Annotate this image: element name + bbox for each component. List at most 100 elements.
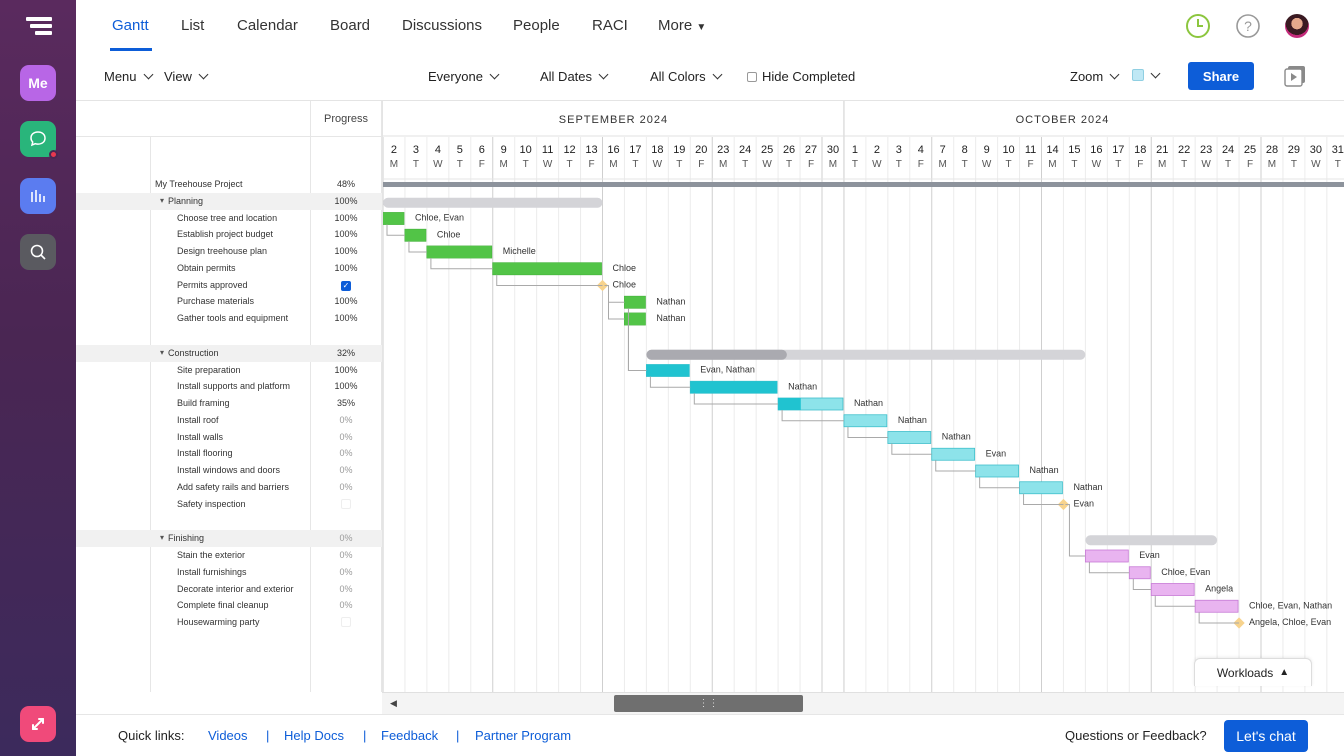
tab-raci[interactable]: RACI bbox=[592, 17, 628, 34]
task-row[interactable]: Obtain permits 100% bbox=[76, 260, 382, 277]
task-name: Complete final cleanup bbox=[177, 600, 269, 611]
weekday-label: T bbox=[1335, 159, 1341, 170]
tab-gantt[interactable]: Gantt bbox=[112, 17, 149, 34]
task-bar[interactable] bbox=[843, 414, 888, 428]
integrations-button[interactable] bbox=[20, 706, 56, 742]
task-row[interactable]: Complete final cleanup 0% bbox=[76, 597, 382, 614]
task-row[interactable]: Establish project budget 100% bbox=[76, 226, 382, 243]
chat-button[interactable] bbox=[20, 121, 58, 159]
partner-program-link[interactable]: Partner Program bbox=[475, 728, 572, 743]
milestone-checkbox[interactable] bbox=[341, 617, 351, 627]
task-bar[interactable] bbox=[975, 464, 1019, 478]
tab-list[interactable]: List bbox=[181, 17, 205, 34]
task-bar[interactable] bbox=[931, 447, 976, 461]
task-row[interactable]: Install windows and doors 0% bbox=[76, 462, 382, 479]
dates-filter[interactable]: All Dates bbox=[540, 69, 609, 84]
task-row[interactable]: Purchase materials 100% bbox=[76, 293, 382, 310]
task-row[interactable]: Install flooring 0% bbox=[76, 445, 382, 462]
task-row[interactable]: Choose tree and location 100% bbox=[76, 210, 382, 227]
workloads-toggle[interactable]: Workloads ▲ bbox=[1194, 658, 1312, 686]
reports-button[interactable] bbox=[20, 178, 56, 214]
milestone-checkbox-checked[interactable]: ✓ bbox=[341, 280, 351, 291]
day-number-label: 16 bbox=[1090, 144, 1102, 156]
task-row[interactable]: Install roof 0% bbox=[76, 412, 382, 429]
scroll-left-arrow-icon[interactable]: ◀ bbox=[390, 698, 397, 708]
group-row[interactable]: ▾ Planning 100% bbox=[76, 192, 382, 210]
scrollbar-thumb[interactable]: ⋮⋮ bbox=[614, 695, 803, 712]
collapse-caret-icon[interactable]: ▾ bbox=[160, 347, 165, 357]
task-row[interactable]: Gather tools and equipment 100% bbox=[76, 310, 382, 327]
color-picker[interactable] bbox=[1132, 68, 1161, 81]
task-row[interactable]: Build framing 35% bbox=[76, 395, 382, 412]
top-navigation: Gantt List Calendar Board Discussions Pe… bbox=[76, 0, 1344, 52]
bar-chart-icon bbox=[31, 190, 45, 202]
task-row[interactable]: Permits approved ✓ bbox=[76, 277, 382, 294]
milestone-diamond[interactable] bbox=[1233, 617, 1245, 629]
progress-column-header[interactable]: Progress bbox=[323, 113, 369, 125]
milestone-checkbox[interactable] bbox=[341, 498, 351, 509]
tab-board[interactable]: Board bbox=[330, 17, 371, 34]
group-row[interactable]: ▾ Construction 32% bbox=[76, 344, 382, 362]
task-bar[interactable] bbox=[1019, 481, 1063, 495]
dependency-connector bbox=[1132, 578, 1152, 590]
group-summary-bar[interactable] bbox=[1085, 535, 1218, 546]
tab-more[interactable]: More ▼ bbox=[658, 17, 706, 34]
clock-icon[interactable] bbox=[1185, 13, 1211, 39]
weekday-label: M bbox=[719, 159, 727, 170]
task-bar[interactable] bbox=[1128, 566, 1151, 580]
task-row[interactable]: Safety inspection bbox=[76, 496, 382, 513]
collapse-caret-icon[interactable]: ▾ bbox=[160, 195, 165, 205]
tab-discussions[interactable]: Discussions bbox=[402, 17, 483, 34]
help-docs-link[interactable]: Help Docs bbox=[284, 728, 344, 743]
me-button[interactable]: Me bbox=[20, 65, 56, 101]
everyone-label: Everyone bbox=[428, 69, 483, 84]
app-logo-icon[interactable] bbox=[26, 17, 52, 39]
search-button[interactable] bbox=[20, 234, 56, 270]
task-row[interactable]: Install furnishings 0% bbox=[76, 564, 382, 581]
task-row[interactable]: Install walls 0% bbox=[76, 429, 382, 446]
menu-label: Menu bbox=[104, 69, 137, 84]
weekday-label: F bbox=[1137, 159, 1143, 170]
task-row[interactable]: Stain the exterior 0% bbox=[76, 547, 382, 564]
task-bar[interactable] bbox=[1150, 583, 1195, 596]
task-bar[interactable] bbox=[1085, 549, 1129, 563]
project-row[interactable]: My Treehouse Project 48% bbox=[76, 176, 382, 193]
tab-people[interactable]: People bbox=[513, 17, 560, 34]
task-row[interactable]: Housewarming party bbox=[76, 614, 382, 631]
search-icon bbox=[30, 244, 46, 260]
project-summary-bar[interactable] bbox=[383, 182, 1344, 187]
assignee-label: Nathan bbox=[1030, 465, 1059, 475]
assignee-label: Michelle bbox=[503, 246, 536, 256]
tab-calendar[interactable]: Calendar bbox=[237, 17, 298, 34]
quick-links-label: Quick links: bbox=[118, 728, 185, 743]
user-avatar[interactable] bbox=[1285, 14, 1309, 38]
task-row[interactable]: Decorate interior and exterior 0% bbox=[76, 581, 382, 598]
menu-dropdown[interactable]: Menu bbox=[104, 69, 153, 84]
task-row[interactable]: Install supports and platform 100% bbox=[76, 378, 382, 395]
hide-completed-toggle[interactable]: Hide Completed bbox=[747, 69, 855, 84]
task-name: Housewarming party bbox=[177, 617, 260, 627]
collapse-caret-icon[interactable]: ▾ bbox=[160, 533, 165, 543]
weekday-label: T bbox=[1225, 159, 1231, 170]
assignee-label: Chloe bbox=[613, 263, 637, 273]
task-row[interactable]: Add safety rails and barriers 0% bbox=[76, 479, 382, 496]
everyone-filter[interactable]: Everyone bbox=[428, 69, 500, 84]
hide-completed-checkbox[interactable] bbox=[747, 71, 757, 82]
grid-header-divider bbox=[76, 136, 382, 137]
share-button[interactable]: Share bbox=[1188, 62, 1254, 90]
videos-link[interactable]: Videos bbox=[208, 728, 248, 743]
zoom-dropdown[interactable]: Zoom bbox=[1070, 69, 1120, 84]
view-dropdown[interactable]: View bbox=[164, 69, 209, 84]
lets-chat-button[interactable]: Let's chat bbox=[1224, 720, 1308, 752]
help-icon[interactable]: ? bbox=[1235, 13, 1261, 39]
group-summary-bar[interactable] bbox=[383, 197, 603, 208]
task-bar[interactable] bbox=[887, 431, 932, 444]
colors-filter[interactable]: All Colors bbox=[650, 69, 723, 84]
task-bar[interactable] bbox=[1194, 599, 1239, 613]
play-video-icon[interactable] bbox=[1284, 65, 1306, 87]
task-row[interactable]: Design treehouse plan 100% bbox=[76, 243, 382, 260]
group-row[interactable]: ▾ Finishing 0% bbox=[76, 530, 382, 548]
horizontal-scrollbar[interactable]: ◀ ⋮⋮ bbox=[382, 692, 1344, 714]
feedback-link[interactable]: Feedback bbox=[381, 728, 439, 743]
task-row[interactable]: Site preparation 100% bbox=[76, 362, 382, 379]
